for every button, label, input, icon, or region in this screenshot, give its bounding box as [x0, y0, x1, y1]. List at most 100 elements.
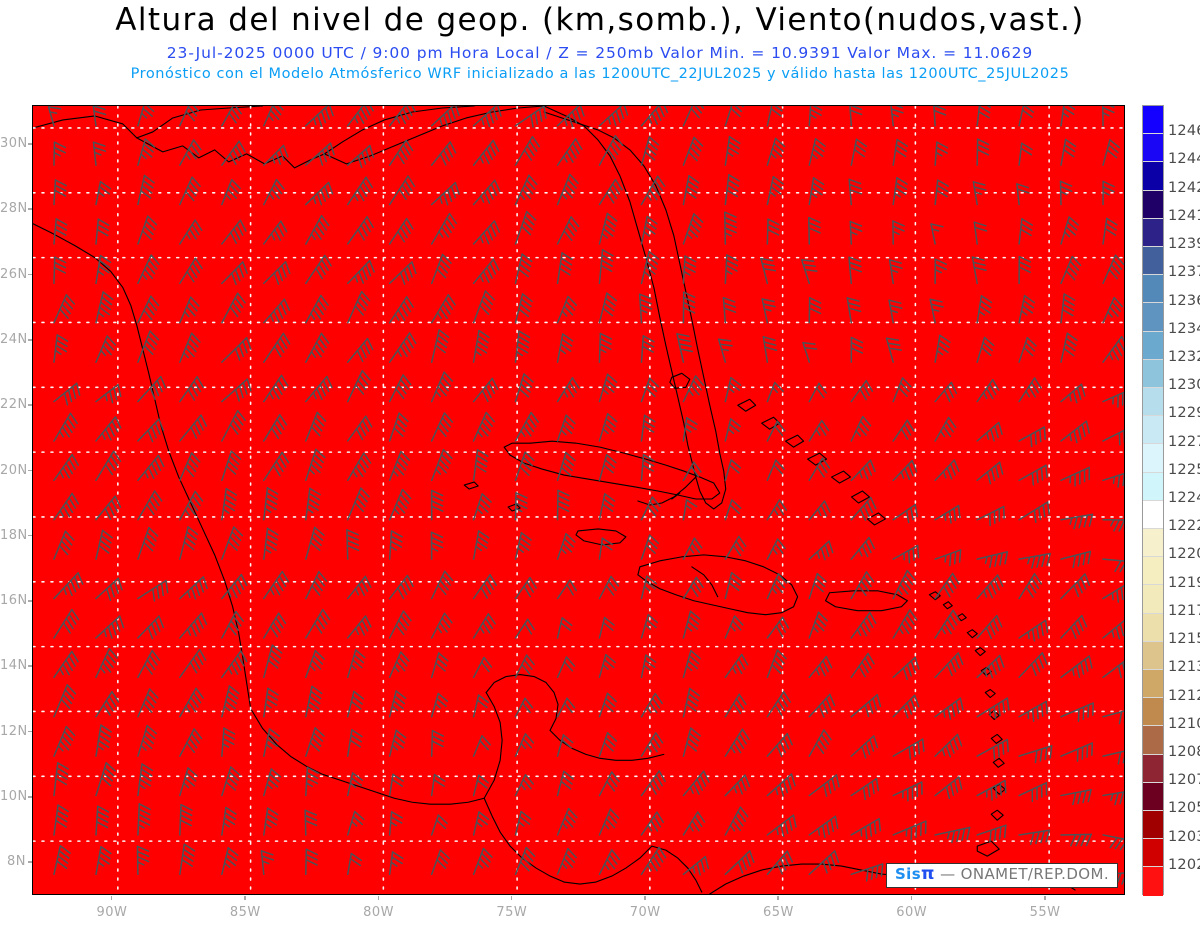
x-axis-tick-mark — [1044, 896, 1046, 900]
colorbar-tick-label: 12343 — [1168, 320, 1200, 337]
colorbar-swatch — [1143, 726, 1163, 755]
y-axis-tick-label: 26N — [0, 266, 28, 282]
subtitle-valid-time: 23-Jul-2025 0000 UTC / 9:00 pm Hora Loca… — [166, 44, 1034, 62]
colorbar-swatch — [1143, 811, 1163, 840]
watermark-org: — ONAMET/REP.DOM. — [940, 865, 1109, 884]
colorbar-tick-label: 12190 — [1168, 574, 1200, 591]
x-axis-tick-mark — [644, 896, 646, 900]
watermark-pi-symbol: π — [921, 864, 935, 885]
y-axis-tick-mark — [28, 273, 32, 276]
x-axis-tick-label: 65W — [762, 905, 794, 920]
colorbar-swatch — [1143, 754, 1163, 783]
colorbar-tick-label: 12139 — [1168, 659, 1200, 676]
x-axis-tick-label: 85W — [229, 905, 261, 920]
x-axis-tick-label: 60W — [896, 905, 928, 920]
colorbar-swatch — [1143, 331, 1163, 360]
colorbar-tick-label: 12105 — [1168, 715, 1200, 732]
x-axis-tick-mark — [110, 896, 113, 900]
colorbar-tick-label: 12173 — [1168, 602, 1200, 619]
colorbar-tick-labels: 12462 12445 12428 12411 12394 12377 12360 12343… — [1168, 105, 1200, 895]
x-axis-tick-label: 55W — [1029, 905, 1061, 920]
colorbar-tick-label: 12071 — [1168, 772, 1200, 789]
y-axis-tick-mark — [28, 404, 32, 406]
colorbar-swatch — [1143, 190, 1163, 219]
colorbar-swatch — [1143, 106, 1163, 135]
x-axis-tick-label: 80W — [363, 905, 394, 920]
y-axis-tick-label: 12N — [0, 723, 28, 739]
colorbar-swatch — [1143, 585, 1163, 614]
x-axis-tick-mark — [244, 896, 246, 900]
colorbar-tick-label: 12428 — [1168, 179, 1200, 196]
y-axis-tick-mark — [28, 534, 32, 537]
y-axis-tick-label: 30N — [0, 136, 28, 152]
colorbar-tick-label: 12224 — [1168, 518, 1200, 535]
colorbar-swatch — [1143, 275, 1163, 304]
colorbar-tick-label: 12241 — [1168, 490, 1200, 506]
colorbar-swatch — [1143, 218, 1163, 248]
map-gridlines — [33, 106, 1124, 894]
y-axis-tick-label: 18N — [0, 527, 28, 543]
colorbar-swatch — [1143, 782, 1163, 812]
colorbar-tick-label: 12292 — [1168, 405, 1200, 422]
y-axis-tick-mark — [28, 861, 32, 863]
x-axis-tick-mark — [910, 896, 913, 900]
y-axis-tick-mark — [28, 600, 32, 602]
colorbar-tick-label: 12462 — [1168, 123, 1200, 140]
colorbar-tick-label: 12360 — [1168, 292, 1200, 309]
y-axis-tick-label: 24N — [0, 332, 28, 348]
colorbar-swatch — [1143, 388, 1163, 417]
page-title: Altura del nivel de geop. (km,somb.), Vi… — [115, 2, 1085, 38]
y-axis-tick-label: 28N — [0, 201, 28, 217]
colorbar-tick-label: 12020 — [1168, 856, 1200, 873]
colorbar-tick-label: 12088 — [1168, 743, 1200, 760]
colorbar-swatch — [1143, 557, 1163, 586]
colorbar-tick-label: 12326 — [1168, 348, 1200, 365]
watermark-attribution: Sisπ — ONAMET/REP.DOM. — [885, 863, 1118, 888]
colorbar-swatch — [1143, 500, 1163, 530]
colorbar-swatch — [1143, 839, 1163, 868]
map-plot-area[interactable]: Sisπ — ONAMET/REP.DOM. — [32, 105, 1125, 895]
x-axis-tick-mark — [377, 896, 380, 900]
y-axis-tick-mark — [28, 469, 32, 472]
y-axis-tick-label: 14N — [0, 658, 28, 674]
x-axis-tick-label: 75W — [496, 905, 528, 920]
colorbar-swatch — [1143, 359, 1163, 389]
colorbar-tick-label: 12037 — [1168, 828, 1200, 845]
colorbar-swatch — [1143, 641, 1163, 671]
colorbar-swatch — [1143, 867, 1163, 896]
y-axis-tick-mark — [28, 665, 32, 667]
colorbar-swatch — [1143, 444, 1163, 473]
colorbar-tick-label: 12156 — [1168, 631, 1200, 648]
subtitle-model-info: Pronóstico con el Modelo Atmósferico WRF… — [130, 66, 1070, 82]
y-axis-tick-label: 20N — [0, 462, 28, 478]
colorbar-swatch — [1143, 613, 1163, 642]
y-axis-tick-mark — [28, 730, 32, 733]
x-axis-tick-label: 70W — [629, 905, 661, 920]
colorbar-swatch — [1143, 698, 1163, 727]
colorbar-tick-label: 12258 — [1168, 461, 1200, 478]
colorbar-tick-label: 12377 — [1168, 264, 1200, 281]
colorbar-tick-label: 12309 — [1168, 377, 1200, 394]
colorbar-tick-label: 12122 — [1168, 687, 1200, 704]
colorbar-swatch — [1143, 529, 1163, 558]
y-axis-tick-label: 22N — [0, 397, 28, 413]
colorbar-tick-label: 12394 — [1168, 236, 1200, 253]
y-axis-tick-mark — [28, 796, 32, 798]
x-axis-tick-mark — [510, 896, 513, 900]
colorbar-tick-label: 12207 — [1168, 546, 1200, 563]
coastline-overlay — [33, 106, 1076, 894]
watermark-brand: Sis — [894, 865, 922, 884]
colorbar-swatch — [1143, 162, 1163, 191]
y-axis-tick-label: 8N — [7, 854, 26, 870]
y-axis-tick-label: 10N — [0, 789, 28, 805]
colorbar[interactable] — [1142, 105, 1164, 896]
colorbar-swatch — [1143, 472, 1163, 501]
colorbar-swatch — [1143, 416, 1163, 445]
colorbar-tick-label: 12054 — [1168, 800, 1200, 817]
y-axis-tick-mark — [28, 208, 32, 210]
wind-barb-field — [47, 106, 1124, 888]
y-axis-tick-mark — [28, 339, 32, 341]
x-axis-tick-mark — [777, 896, 779, 900]
chart-header: Altura del nivel de geop. (km,somb.), Vi… — [0, 0, 1200, 96]
y-axis-tick-mark — [28, 143, 32, 145]
